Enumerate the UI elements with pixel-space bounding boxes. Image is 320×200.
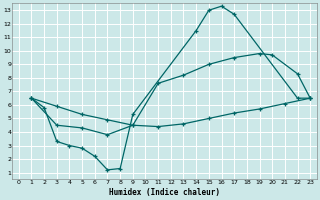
X-axis label: Humidex (Indice chaleur): Humidex (Indice chaleur) xyxy=(109,188,220,197)
